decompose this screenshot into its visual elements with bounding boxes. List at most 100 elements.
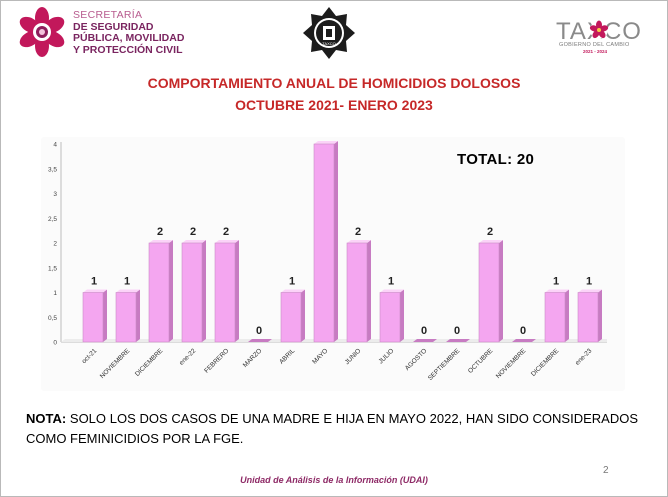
bar-top	[545, 289, 569, 293]
bar-side	[103, 289, 107, 342]
bar-side	[334, 141, 338, 342]
bar	[214, 242, 236, 343]
x-tick-label: MARZO	[242, 347, 264, 369]
y-tick-label: 4	[53, 142, 57, 149]
data-label: 1	[91, 276, 97, 288]
data-label: 4	[322, 137, 329, 139]
x-tick-label: DICIEMBRE	[134, 347, 165, 378]
bar	[379, 292, 401, 343]
bar-top	[149, 240, 173, 243]
bar	[413, 339, 437, 342]
y-tick-label: 0	[53, 340, 57, 347]
x-tick-label: NOVIEMBRE	[99, 347, 132, 380]
agency-name: SECRETARÍA DE SEGURIDAD PÚBLICA, MOVILID…	[73, 9, 185, 56]
x-tick-label: SEPTIEMBRE	[427, 347, 462, 382]
data-label: 0	[421, 325, 427, 337]
bar-side	[565, 289, 569, 342]
bar-chart: 00,511,522,533,541122201421002011oct-21N…	[48, 137, 607, 382]
note-text: SOLO LOS DOS CASOS DE UNA MADRE E HIJA E…	[26, 411, 638, 446]
data-label: 1	[553, 276, 559, 288]
taxco-subtitle: GOBIERNO DEL CAMBIO	[559, 42, 630, 48]
bar	[512, 339, 536, 342]
bar	[577, 292, 599, 343]
x-tick-label: DICIEMBRE	[530, 347, 561, 378]
data-label: 2	[223, 226, 229, 238]
y-tick-label: 1	[53, 290, 57, 297]
data-label: 2	[157, 226, 163, 238]
bar	[544, 292, 566, 343]
x-tick-label: JULIO	[377, 347, 395, 365]
bar-top	[116, 289, 140, 293]
bar-top	[578, 289, 602, 293]
taxco-years: 2021 - 2024	[583, 49, 608, 54]
page-number: 2	[603, 465, 609, 476]
bar	[248, 339, 272, 342]
chart-title-line-2: OCTUBRE 2021- ENERO 2023	[235, 97, 433, 113]
total-label: TOTAL: 20	[457, 151, 535, 168]
data-label: 2	[190, 226, 196, 238]
police-badge-icon: TAXCO	[303, 7, 355, 59]
note-paragraph: NOTA: SOLO LOS DOS CASOS DE UNA MADRE E …	[26, 409, 638, 449]
badge-label: TAXCO	[322, 41, 335, 46]
bar	[446, 339, 470, 342]
taxco-logo: TAXCO	[556, 18, 641, 45]
bar	[280, 292, 302, 343]
x-tick-label: FEBRERO	[203, 347, 230, 374]
data-label: 0	[520, 325, 526, 337]
bar-top	[83, 289, 107, 293]
bar	[82, 292, 104, 343]
data-label: 1	[124, 276, 130, 288]
agency-flower-logo-icon	[19, 7, 65, 57]
bar-side	[499, 240, 503, 342]
bar	[346, 242, 368, 343]
x-tick-label: OCTUBRE	[467, 347, 495, 375]
bar-side	[136, 289, 140, 342]
data-label: 0	[454, 325, 460, 337]
agency-line-2: DE SEGURIDAD	[73, 20, 154, 33]
bar	[313, 143, 335, 343]
bar-top	[479, 240, 503, 243]
y-tick-label: 2	[53, 241, 57, 248]
x-tick-label: ene-22	[178, 347, 198, 367]
data-label: 1	[388, 276, 394, 288]
chart-area: 00,511,522,533,541122201421002011oct-21N…	[41, 137, 625, 391]
data-label: 2	[355, 226, 361, 238]
bar-side	[301, 289, 305, 342]
bar-side	[169, 240, 173, 342]
data-label: 1	[289, 276, 295, 288]
x-tick-label: ABRIL	[278, 347, 297, 366]
agency-line-1: SECRETARÍA	[73, 9, 143, 21]
y-tick-label: 3,5	[48, 166, 57, 173]
x-tick-label: oct-21	[81, 347, 99, 365]
chart-title-line-1: COMPORTAMIENTO ANUAL DE HOMICIDIOS DOLOS…	[147, 75, 521, 91]
agency-line-3: PÚBLICA, MOVILIDAD	[73, 32, 185, 44]
bar	[181, 242, 203, 343]
x-tick-label: NOVIEMBRE	[495, 347, 528, 380]
y-tick-label: 3	[53, 191, 57, 198]
bar-side	[202, 240, 206, 342]
bar	[148, 242, 170, 343]
bar-side	[367, 240, 371, 342]
bar-top	[380, 289, 404, 293]
bar-side	[235, 240, 239, 342]
footer-text: Unidad de Análisis de la Información (UD…	[240, 475, 428, 485]
x-tick-label: JUNIO	[344, 347, 363, 366]
data-label: 2	[487, 226, 493, 238]
data-label: 0	[256, 325, 262, 337]
x-tick-label: ene-23	[574, 347, 594, 367]
x-tick-label: AGOSTO	[404, 347, 429, 372]
bar-top	[347, 240, 371, 243]
note-prefix: NOTA:	[26, 411, 67, 426]
data-label: 1	[586, 276, 592, 288]
bar-top	[182, 240, 206, 243]
bar-top	[314, 141, 338, 144]
y-tick-label: 2,5	[48, 216, 57, 223]
bar-side	[598, 289, 602, 342]
bar	[478, 242, 500, 343]
x-tick-label: MAYO	[311, 347, 329, 365]
bar-top	[215, 240, 239, 243]
bar	[115, 292, 137, 343]
taxco-flower-icon	[589, 20, 609, 39]
y-tick-label: 1,5	[48, 265, 57, 272]
